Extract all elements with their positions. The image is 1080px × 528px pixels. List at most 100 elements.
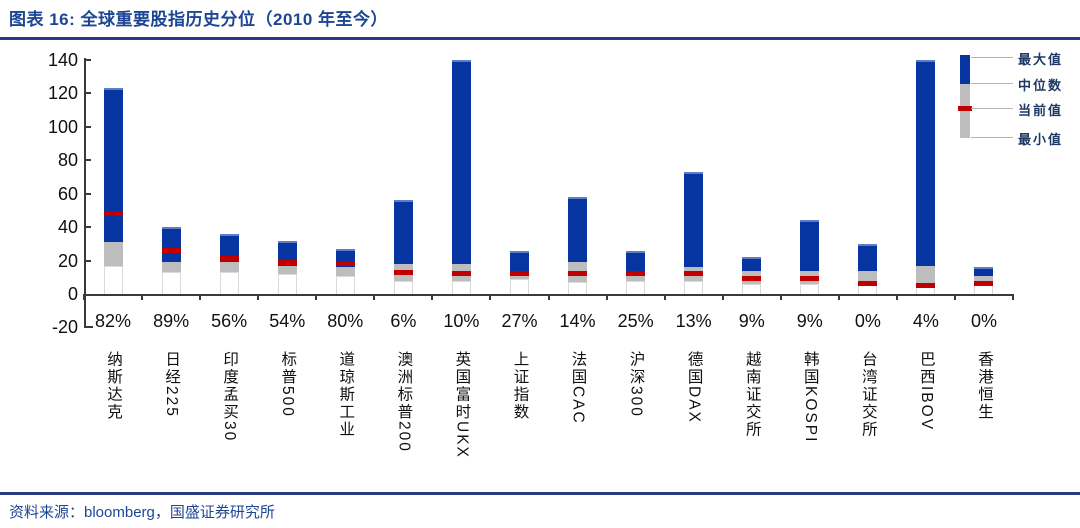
x-axis-tick: [953, 294, 956, 300]
bar-min-filler-segment: [103, 265, 123, 294]
bar-current-value-tick: [451, 271, 471, 277]
category-label: 纳斯达克: [105, 351, 123, 421]
x-axis-tick: [257, 294, 260, 300]
category-label: 道琼斯工业: [337, 351, 355, 439]
x-axis-tick: [489, 294, 492, 300]
x-axis-tick: [837, 294, 840, 300]
y-axis-tick: [84, 125, 91, 128]
percentile-label: 9%: [738, 311, 765, 331]
x-axis-tick: [431, 294, 434, 300]
y-axis-tick: [84, 92, 91, 95]
legend-callout-line: [971, 83, 1013, 84]
bar-min-to-median-segment: [103, 242, 123, 266]
x-axis-line: [84, 294, 1013, 296]
bar-current-value-tick: [742, 276, 762, 282]
category-label: 台湾证交所: [859, 351, 877, 439]
percentile-label: 0%: [854, 311, 881, 331]
y-axis-line: [84, 58, 86, 328]
bar-min-filler-segment: [800, 283, 820, 294]
x-axis-tick: [547, 294, 550, 300]
legend-label-min: 最小值: [1018, 132, 1064, 147]
bar-min-filler-segment: [742, 283, 762, 294]
bar-median-to-max-segment: [626, 250, 646, 271]
legend-label-current: 当前值: [1018, 103, 1064, 118]
bar-min-to-median-segment: [858, 270, 878, 284]
bar-median-to-max-segment: [800, 220, 820, 271]
y-axis-tick-label: 60: [57, 183, 78, 204]
bottom-divider: [0, 492, 1080, 495]
category-label: 标普500: [279, 351, 297, 418]
bar-current-value-tick: [277, 259, 297, 265]
x-axis-tick: [895, 294, 898, 300]
category-label: 日经225: [163, 351, 181, 418]
percentile-label: 9%: [796, 311, 823, 331]
y-axis-tick-label: 120: [47, 83, 78, 104]
bar-min-filler-segment: [626, 280, 646, 294]
x-axis-tick: [605, 294, 608, 300]
top-divider: [0, 37, 1080, 40]
category-label: 澳洲标普200: [395, 351, 413, 453]
bar-min-filler-segment: [509, 278, 529, 294]
category-label: 法国CAC: [569, 351, 587, 425]
bar-min-filler-segment: [451, 280, 471, 294]
bar-median-to-max-segment: [916, 60, 936, 266]
y-axis-tick-label: -20: [51, 317, 78, 338]
bar-min-filler-segment: [219, 272, 239, 294]
bar-median-to-max-segment: [161, 227, 181, 263]
legend-sample-max-segment: [960, 55, 970, 84]
bar-min-to-median-segment: [335, 267, 355, 276]
bar-min-filler-segment: [277, 273, 297, 294]
y-axis-tick-label: 40: [57, 217, 78, 238]
bar-min-filler-segment: [161, 272, 181, 294]
bar-current-value-tick: [568, 271, 588, 277]
y-axis-tick: [84, 259, 91, 262]
category-label: 印度孟买30: [221, 351, 239, 443]
y-axis-tick-label: 0: [67, 284, 78, 304]
legend-callout-line: [971, 108, 1013, 109]
source-line: 资料来源：bloomberg，国盛证券研究所: [9, 504, 275, 521]
percentile-label: 13%: [675, 311, 712, 331]
bar-median-to-max-segment: [742, 257, 762, 271]
percentile-label: 54%: [269, 311, 306, 331]
bar-current-value-tick: [219, 256, 239, 262]
bar-current-value-tick: [974, 281, 994, 287]
bar-current-value-tick: [335, 261, 355, 267]
legend-label-max: 最大值: [1018, 52, 1064, 67]
percentile-label: 56%: [211, 311, 248, 331]
bar-min-filler-segment: [916, 287, 936, 294]
y-axis-tick: [84, 226, 91, 229]
percentile-label: 25%: [617, 311, 654, 331]
category-label: 上证指数: [511, 351, 529, 421]
bar-current-value-tick: [103, 211, 123, 217]
bar-current-value-tick: [916, 283, 936, 289]
x-axis-tick: [141, 294, 144, 300]
bar-current-value-tick: [858, 281, 878, 287]
figure-title: 图表 16: 全球重要股指历史分位（2010 年至今）: [9, 10, 389, 29]
x-axis-tick: [663, 294, 666, 300]
y-axis-tick-label: 140: [47, 50, 78, 70]
category-label: 德国DAX: [685, 351, 703, 424]
legend-label-median: 中位数: [1018, 78, 1064, 93]
percentile-label: 6%: [390, 311, 417, 331]
category-label: 韩国KOSPI: [801, 351, 819, 444]
y-axis-tick-label: 20: [57, 250, 78, 271]
x-axis-tick: [199, 294, 202, 300]
x-axis-tick: [721, 294, 724, 300]
percentile-label: 14%: [559, 311, 596, 331]
bar-median-to-max-segment: [451, 60, 471, 264]
percentile-label: 4%: [912, 311, 939, 331]
x-axis-tick: [779, 294, 782, 300]
legend-sample-range-segment: [960, 84, 970, 138]
bar-median-to-max-segment: [974, 267, 994, 276]
bar-current-value-tick: [800, 276, 820, 282]
y-axis-tick-label: 80: [57, 150, 78, 171]
bar-min-to-median-segment: [219, 262, 239, 273]
bar-min-to-median-segment: [916, 265, 936, 288]
bar-current-value-tick: [509, 271, 529, 277]
bar-min-to-median-segment: [974, 275, 994, 284]
bar-min-filler-segment: [335, 275, 355, 294]
legend-callout-line: [971, 57, 1013, 58]
percentile-label: 0%: [970, 311, 997, 331]
legend-sample-current-tick: [958, 106, 972, 111]
